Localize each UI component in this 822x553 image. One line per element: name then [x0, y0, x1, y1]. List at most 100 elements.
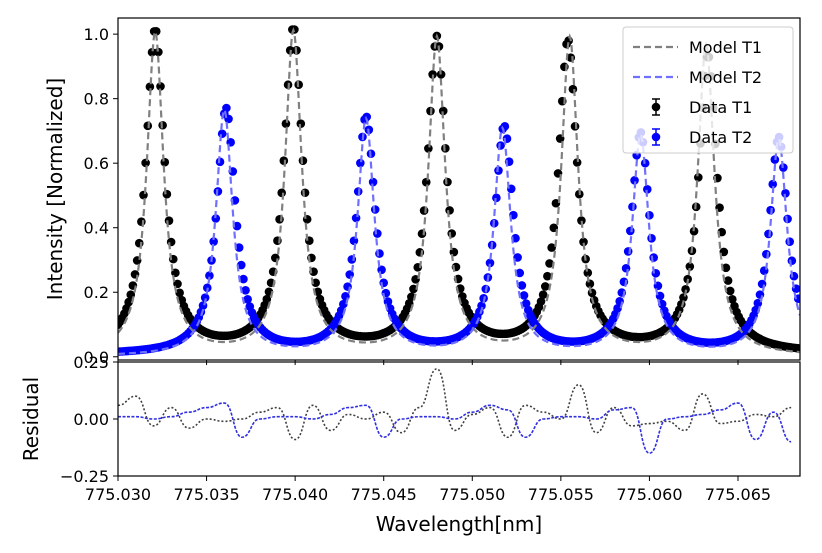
legend-label-model-t2: Model T2	[689, 68, 762, 87]
data-point-2-157	[447, 229, 457, 238]
residual-y-axis-title: Residual	[19, 377, 43, 461]
data-point-3-40	[198, 301, 208, 310]
data-point-3-190	[517, 281, 527, 290]
data-point-2-218	[577, 216, 586, 225]
x-tick-label-1: 775.035	[173, 485, 239, 504]
data-point-3-58	[236, 260, 246, 270]
x-tick-label-0: 775.030	[85, 485, 151, 504]
residual-plot: −0.25 0.00 0.25 Residual	[19, 353, 801, 486]
data-point-3-43	[205, 271, 214, 280]
data-point-2-200	[538, 290, 548, 300]
data-point-2-24	[164, 216, 174, 225]
residual-y-tick-label-1: 0.00	[73, 410, 109, 429]
data-point-2-273	[694, 173, 703, 182]
data-point-3-316	[785, 237, 795, 246]
data-point-3-46	[211, 214, 221, 223]
data-point-2-219	[579, 237, 588, 247]
data-point-3-59	[239, 274, 248, 284]
data-point-3-249	[643, 185, 652, 194]
series-residual-t2-line	[118, 402, 792, 455]
x-tick-label-7: 775.065	[705, 485, 771, 504]
x-tick-label-3: 775.045	[351, 485, 417, 504]
data-point-3-122	[373, 229, 382, 238]
data-point-3-180	[496, 141, 505, 150]
data-point-2-11	[137, 217, 146, 226]
data-point-3-252	[649, 253, 658, 262]
data-point-3-189	[515, 268, 525, 278]
data-point-2-203	[545, 259, 554, 268]
data-point-3-182	[500, 122, 510, 131]
residual-y-tick-label-2: 0.25	[73, 353, 109, 372]
data-point-3-106	[339, 299, 348, 309]
data-point-3-256	[657, 299, 667, 309]
data-point-2-15	[145, 82, 155, 92]
data-point-2-267	[681, 285, 690, 294]
data-point-2-22	[160, 157, 170, 167]
data-point-2-201	[540, 282, 550, 291]
data-point-3-51	[222, 103, 231, 113]
legend-box	[622, 26, 794, 154]
data-point-2-320	[793, 343, 800, 353]
data-point-3-108	[343, 282, 352, 291]
legend-swatch-data-t2	[651, 132, 661, 142]
data-point-2-86	[296, 119, 306, 128]
data-point-3-57	[234, 243, 244, 252]
data-point-2-5	[124, 297, 133, 307]
data-point-3-235	[613, 304, 622, 313]
data-point-3-49	[217, 129, 227, 139]
data-point-2-148	[428, 70, 437, 79]
x-tick-label-6: 775.060	[616, 485, 682, 504]
data-point-2-214	[568, 84, 578, 94]
data-point-3-117	[362, 112, 372, 122]
data-point-3-305	[762, 249, 771, 259]
series-model-t1-line	[118, 26, 800, 354]
legend: Model T1 Model T2 Data T1 Data T2	[622, 26, 794, 154]
data-point-2-156	[445, 206, 454, 215]
data-point-2-93	[311, 278, 320, 288]
data-point-3-306	[764, 229, 773, 239]
data-point-2-289	[728, 295, 737, 304]
data-point-2-286	[721, 263, 731, 273]
data-point-2-79	[281, 119, 291, 128]
data-point-2-88	[300, 188, 310, 198]
data-point-2-23	[162, 189, 172, 199]
data-point-3-191	[519, 291, 529, 300]
data-point-3-192	[521, 299, 531, 308]
main-y-tick-label-3: 0.6	[84, 154, 109, 173]
data-point-2-202	[543, 271, 552, 281]
data-point-3-111	[349, 236, 359, 246]
x-tick-label-5: 775.055	[528, 485, 594, 504]
data-point-2-25	[166, 237, 176, 247]
data-point-2-204	[547, 243, 556, 252]
data-point-3-241	[626, 226, 635, 236]
data-point-3-175	[485, 258, 495, 268]
data-point-2-269	[685, 262, 695, 271]
data-point-2-216	[572, 158, 582, 167]
data-point-2-144	[419, 206, 429, 215]
data-point-3-239	[621, 263, 631, 273]
data-point-2-287	[723, 276, 733, 285]
main-plot-frame	[117, 17, 801, 361]
data-point-2-29	[175, 288, 184, 298]
x-tick-label-2: 775.040	[262, 485, 328, 504]
main-y-tick-label-1: 0.2	[84, 283, 109, 302]
data-point-3-45	[209, 237, 218, 246]
data-point-2-139	[409, 284, 418, 294]
legend-label-data-t1: Data T1	[689, 98, 752, 117]
data-point-3-303	[757, 279, 767, 289]
data-point-2-288	[725, 286, 735, 296]
data-point-3-121	[370, 205, 380, 214]
data-point-3-171	[477, 301, 486, 311]
main-y-tick-label-5: 1.0	[84, 25, 109, 44]
main-y-tick-label-4: 0.8	[84, 90, 109, 109]
series-residual-t1-line	[118, 368, 792, 441]
data-point-2-153	[438, 106, 448, 116]
x-axis-title: Wavelength[nm]	[376, 512, 542, 536]
data-point-2-19	[154, 47, 163, 57]
data-point-3-61	[243, 295, 252, 304]
main-y-axis-title: Intensity [Normalized]	[43, 78, 67, 300]
data-point-3-178	[492, 193, 501, 203]
data-point-3-56	[232, 221, 242, 231]
data-point-3-243	[630, 176, 639, 185]
data-point-2-16	[147, 47, 157, 57]
